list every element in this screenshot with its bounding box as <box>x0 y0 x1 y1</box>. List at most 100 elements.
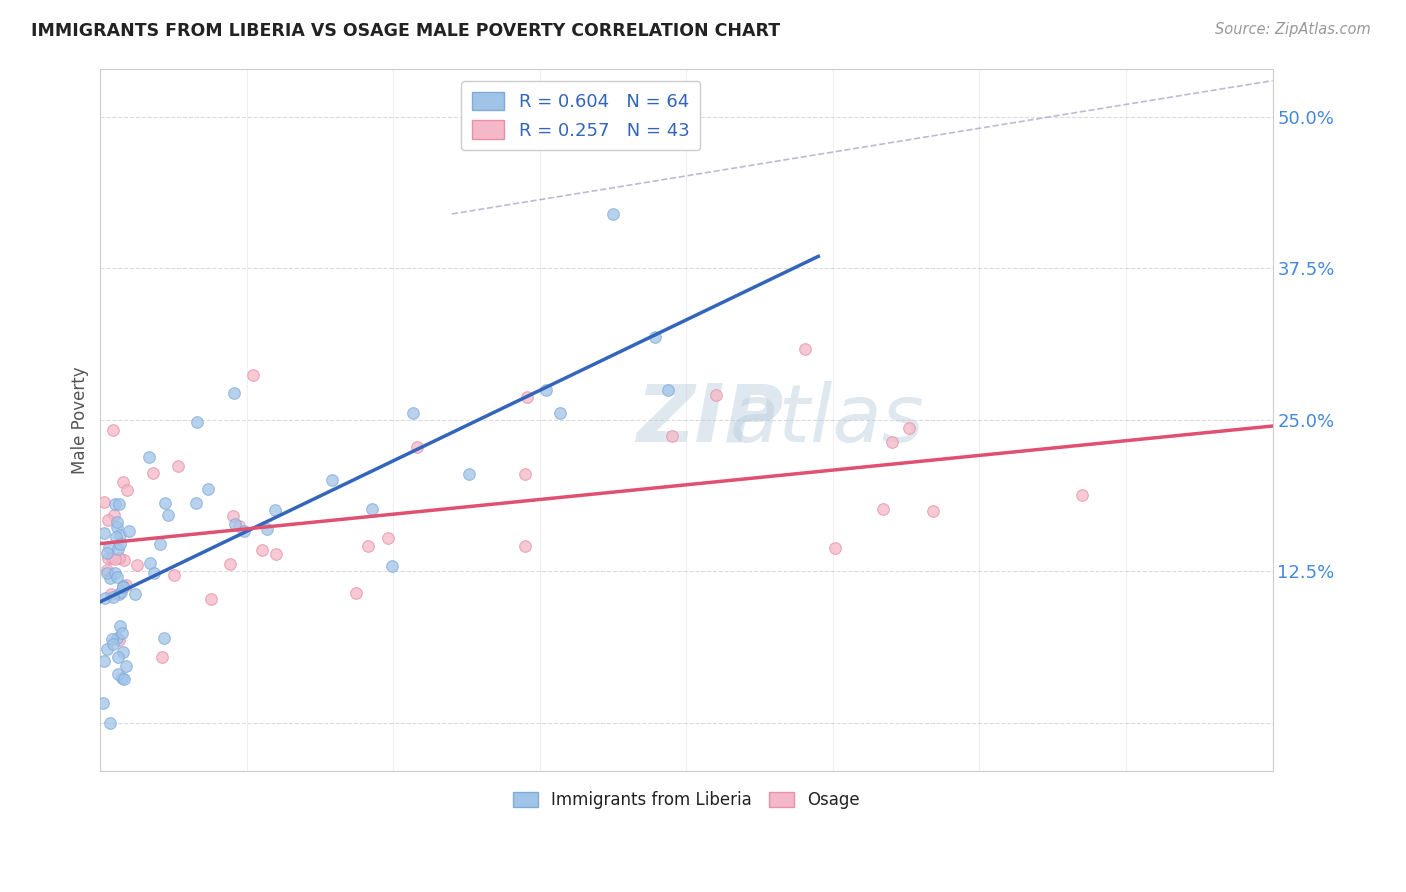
Point <box>105 520 128 534</box>
Point <box>357 539 380 553</box>
Point <box>96 546 118 560</box>
Point <box>108 619 131 633</box>
Point <box>112 673 135 687</box>
Point <box>197 482 219 496</box>
Point <box>228 518 250 533</box>
Point <box>107 667 129 681</box>
Point <box>880 434 903 449</box>
Point <box>149 537 172 551</box>
Point <box>110 585 132 599</box>
Point <box>105 631 128 645</box>
Point <box>321 473 343 487</box>
Point <box>107 587 129 601</box>
Point <box>166 458 188 473</box>
Point <box>872 502 894 516</box>
Point <box>112 553 135 567</box>
Point <box>111 645 134 659</box>
Point <box>139 556 162 570</box>
Point <box>98 540 121 554</box>
Point <box>897 421 920 435</box>
Point <box>117 483 139 498</box>
Point <box>108 551 131 566</box>
Point <box>534 383 557 397</box>
Point <box>98 715 121 730</box>
Point <box>242 368 264 383</box>
Point <box>112 579 135 593</box>
Point <box>117 524 139 539</box>
Point <box>94 591 117 605</box>
Text: ZIP: ZIP <box>636 381 783 459</box>
Point <box>96 566 118 581</box>
Point <box>105 530 128 544</box>
Point <box>107 498 129 512</box>
Text: Source: ZipAtlas.com: Source: ZipAtlas.com <box>1215 22 1371 37</box>
Point <box>105 515 128 529</box>
Point <box>93 494 115 508</box>
Point <box>264 547 287 561</box>
Point <box>111 671 134 685</box>
Point <box>142 566 165 580</box>
Point <box>111 475 134 489</box>
Point <box>232 524 254 538</box>
Point <box>96 564 118 578</box>
Point <box>218 557 240 571</box>
Point <box>224 517 246 532</box>
Point <box>107 633 129 648</box>
Point <box>127 558 149 573</box>
Point <box>115 659 138 673</box>
Point <box>222 509 245 524</box>
Point <box>224 385 246 400</box>
Point <box>101 632 124 647</box>
Point <box>93 526 115 541</box>
Point <box>516 390 538 404</box>
Point <box>107 541 129 556</box>
Point <box>548 406 571 420</box>
Point <box>103 637 125 651</box>
Point <box>644 330 666 344</box>
Point <box>157 508 180 522</box>
Point <box>401 405 423 419</box>
Point <box>184 496 207 510</box>
Point <box>96 641 118 656</box>
Point <box>142 466 165 480</box>
Point <box>107 649 129 664</box>
Point <box>515 540 537 554</box>
Point <box>921 503 943 517</box>
Point <box>104 566 127 580</box>
Point <box>1071 488 1094 502</box>
Point <box>93 697 115 711</box>
Point <box>657 384 679 398</box>
Point <box>515 467 537 482</box>
Legend: Immigrants from Liberia, Osage: Immigrants from Liberia, Osage <box>506 784 866 816</box>
Point <box>704 388 727 402</box>
Point <box>115 578 138 592</box>
Point <box>162 567 184 582</box>
Point <box>97 512 120 526</box>
Point <box>100 587 122 601</box>
Point <box>377 531 399 545</box>
Point <box>250 542 273 557</box>
Point <box>405 440 427 454</box>
Point <box>794 342 817 356</box>
Point <box>103 508 125 522</box>
Point <box>138 450 160 464</box>
Point <box>602 207 624 221</box>
Point <box>101 591 124 605</box>
Point <box>344 585 367 599</box>
Point <box>108 537 131 551</box>
Point <box>111 625 134 640</box>
Point <box>661 429 683 443</box>
Point <box>200 591 222 606</box>
Point <box>108 528 131 542</box>
Point <box>457 467 479 482</box>
Y-axis label: Male Poverty: Male Poverty <box>72 366 89 474</box>
Point <box>153 631 176 645</box>
Point <box>124 587 146 601</box>
Point <box>264 503 287 517</box>
Point <box>98 571 121 585</box>
Point <box>153 496 176 510</box>
Text: IMMIGRANTS FROM LIBERIA VS OSAGE MALE POVERTY CORRELATION CHART: IMMIGRANTS FROM LIBERIA VS OSAGE MALE PO… <box>31 22 780 40</box>
Point <box>104 552 127 566</box>
Point <box>97 551 120 566</box>
Point <box>150 650 173 665</box>
